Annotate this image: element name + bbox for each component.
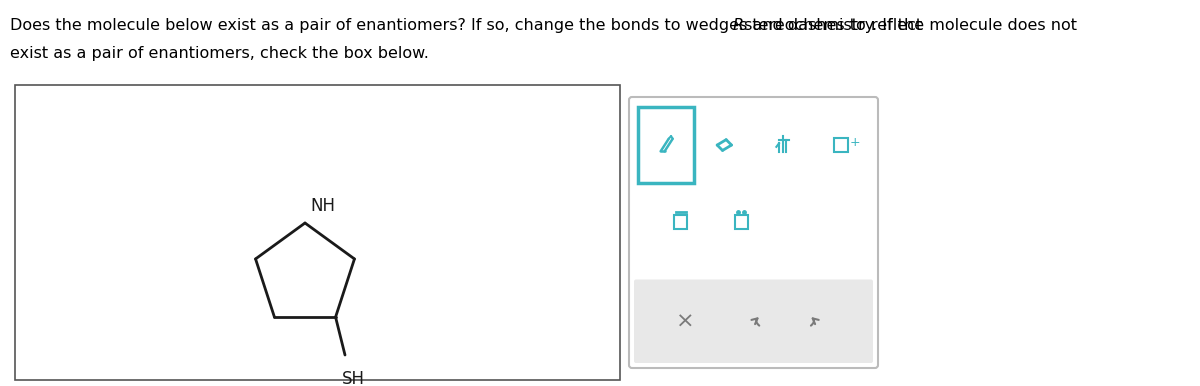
Text: ×: ×	[676, 311, 695, 331]
Bar	[834, 138, 848, 152]
Bar	[734, 215, 748, 229]
Bar	[673, 215, 688, 229]
Text: exist as a pair of enantiomers, check the box below.: exist as a pair of enantiomers, check th…	[10, 46, 428, 61]
Text: NH: NH	[310, 197, 335, 215]
FancyBboxPatch shape	[634, 279, 874, 363]
FancyBboxPatch shape	[638, 107, 694, 183]
Text: R: R	[732, 18, 744, 33]
Text: SH: SH	[342, 370, 365, 386]
Bar	[14, 85, 620, 380]
FancyBboxPatch shape	[629, 97, 878, 368]
Text: Does the molecule below exist as a pair of enantiomers? If so, change the bonds : Does the molecule below exist as a pair …	[10, 18, 928, 33]
Text: stereochemistry. If the molecule does not: stereochemistry. If the molecule does no…	[739, 18, 1078, 33]
Text: +: +	[850, 136, 860, 149]
